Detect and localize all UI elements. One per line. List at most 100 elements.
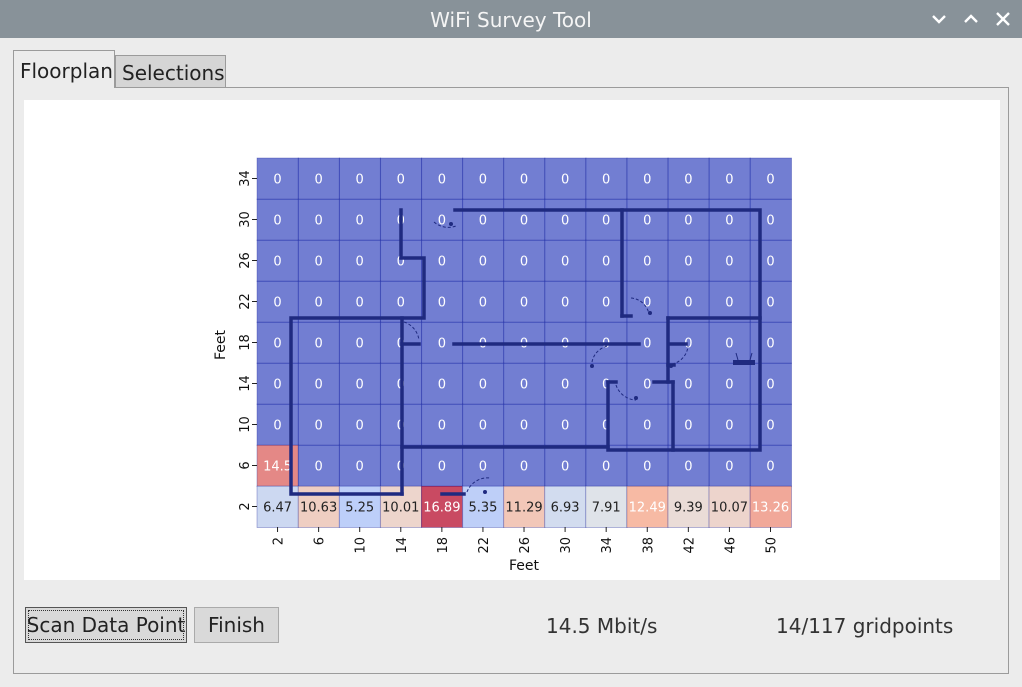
heatmap-cell-label: 0	[273, 173, 281, 188]
heatmap-cell	[297, 280, 340, 323]
heatmap-cell	[462, 403, 505, 446]
heatmap-cell	[544, 239, 587, 282]
heatmap-cell-label: 0	[602, 419, 610, 434]
heatmap-cell-label: 0	[561, 214, 569, 229]
heatmap-cell-label: 0	[643, 419, 651, 434]
heatmap-cell-label: 0	[643, 296, 651, 311]
heatmap-cell-label: 10.07	[711, 501, 748, 516]
tab-floorplan[interactable]: Floorplan	[13, 50, 115, 88]
heatmap-cell-label: 0	[314, 255, 322, 270]
y-tick-label: 14	[238, 375, 253, 392]
door-arcs	[403, 221, 689, 493]
heatmap-cell-label: 0	[520, 214, 528, 229]
heatmap-chart: 0 0 0 0 0 0 0 0 0 0 0 0 0 0 0 0 0 0 0 0 0 0 0 0 0 0 0 0 0 0 0 0 0 0 0 0 0 0 0 0…	[213, 157, 792, 574]
y-tick-label: 22	[238, 293, 253, 310]
heatmap-cell-label: 10.63	[300, 501, 337, 516]
heatmap-cell	[544, 444, 587, 487]
heatmap-cell	[256, 157, 299, 200]
heatmap-cell-label: 0	[356, 337, 364, 352]
close-button[interactable]	[993, 9, 1013, 29]
heatmap-cell	[626, 280, 669, 323]
heatmap-cell-label: 0	[725, 419, 733, 434]
heatmap-cell-label: 0	[561, 378, 569, 393]
scan-data-point-button[interactable]: Scan Data Point	[25, 607, 187, 643]
y-tick-label: 18	[238, 334, 253, 351]
y-axis-label: Feet	[213, 329, 229, 360]
heatmap-cells: 0 0 0 0 0 0 0 0 0 0 0 0 0 0 0 0 0 0 0 0 0 0 0 0 0 0 0 0 0 0 0 0 0 0 0 0 0 0 0 0…	[256, 157, 792, 528]
heatmap-cell-label: 0	[397, 255, 405, 270]
heatmap-cell	[749, 321, 792, 364]
minimize-button[interactable]	[929, 9, 949, 29]
heatmap-cell-label: 5.25	[345, 501, 374, 516]
tab-selections[interactable]: Selections	[115, 55, 226, 88]
heatmap-cell-label: 0	[356, 173, 364, 188]
heatmap-cell	[297, 157, 340, 200]
heatmap-cell-label: 0	[479, 378, 487, 393]
speed-readout: 14.5 Mbit/s	[546, 614, 658, 638]
x-tick-label: 26	[518, 537, 533, 554]
heatmap-cell	[708, 280, 751, 323]
heatmap-cell-label: 0	[397, 173, 405, 188]
heatmap-cell	[297, 239, 340, 282]
heatmap-cell	[421, 403, 464, 446]
maximize-button[interactable]	[961, 9, 981, 29]
heatmap-cell-label: 0	[561, 460, 569, 475]
heatmap-cell	[708, 485, 751, 528]
heatmap-cell-label: 0	[356, 419, 364, 434]
heatmap-cell	[503, 362, 546, 405]
chevron-down-icon	[932, 15, 946, 24]
heatmap-cell-label: 0	[602, 173, 610, 188]
heatmap-cell-label: 0	[520, 378, 528, 393]
heatmap-cell	[338, 239, 382, 282]
heatmap-cell-label: 0	[643, 460, 651, 475]
heatmap-cell-label: 0	[684, 378, 692, 393]
heatmap-cell	[544, 403, 587, 446]
heatmap-cell-label: 0	[766, 214, 774, 229]
plot-canvas: 0 0 0 0 0 0 0 0 0 0 0 0 0 0 0 0 0 0 0 0 0 0 0 0 0 0 0 0 0 0 0 0 0 0 0 0 0 0 0 0…	[24, 100, 1000, 580]
finish-button[interactable]: Finish	[194, 607, 279, 643]
y-tick-label: 10	[238, 416, 253, 433]
heatmap-cell-label: 0	[684, 337, 692, 352]
heatmap-cell-label: 0	[602, 460, 610, 475]
heatmap-cell-label: 0	[725, 214, 733, 229]
window-title: WiFi Survey Tool	[430, 8, 592, 32]
heatmap-cell	[256, 239, 299, 282]
heatmap-cell	[749, 198, 792, 241]
heatmap-cell-label: 0	[438, 173, 446, 188]
heatmap-cell-label: 0	[725, 296, 733, 311]
heatmap-cell-label: 0	[725, 460, 733, 475]
x-tick-label: 14	[395, 537, 410, 554]
heatmap-cell	[297, 403, 340, 446]
heatmap-cell-label: 0	[438, 460, 446, 475]
heatmap-cell	[749, 444, 792, 487]
heatmap-cell-label: 12.49	[629, 501, 666, 516]
heatmap-cell	[626, 239, 669, 282]
x-tick-label: 10	[354, 537, 369, 554]
heatmap-cell-label: 0	[520, 173, 528, 188]
heatmap-cell	[462, 485, 505, 528]
heatmap-cell	[503, 198, 546, 241]
heatmap-cell	[503, 403, 546, 446]
x-tick-label: 38	[641, 537, 656, 554]
heatmap-cell-label: 0	[356, 460, 364, 475]
heatmap-cell-label: 0	[766, 378, 774, 393]
heatmap-cell-label: 0	[520, 419, 528, 434]
heatmap-cell-label: 6.93	[551, 501, 580, 516]
heatmap-cell-label: 0	[561, 255, 569, 270]
heatmap-cell-label: 0	[314, 214, 322, 229]
heatmap-cell	[338, 444, 382, 487]
heatmap-cell	[462, 157, 505, 200]
heatmap-cell	[626, 403, 669, 446]
heatmap-cell	[421, 362, 464, 405]
heatmap-cell-label: 0	[273, 255, 281, 270]
y-tick-label: 34	[238, 170, 253, 187]
heatmap-cell-label: 0	[314, 378, 322, 393]
heatmap-cell-label: 0	[561, 173, 569, 188]
heatmap-cell-label: 0	[479, 173, 487, 188]
heatmap-cell	[585, 485, 628, 528]
heatmap-cell-label: 0	[602, 378, 610, 393]
heatmap-cell	[421, 198, 464, 241]
heatmap-cell-label: 0	[356, 378, 364, 393]
heatmap-cell	[297, 362, 340, 405]
